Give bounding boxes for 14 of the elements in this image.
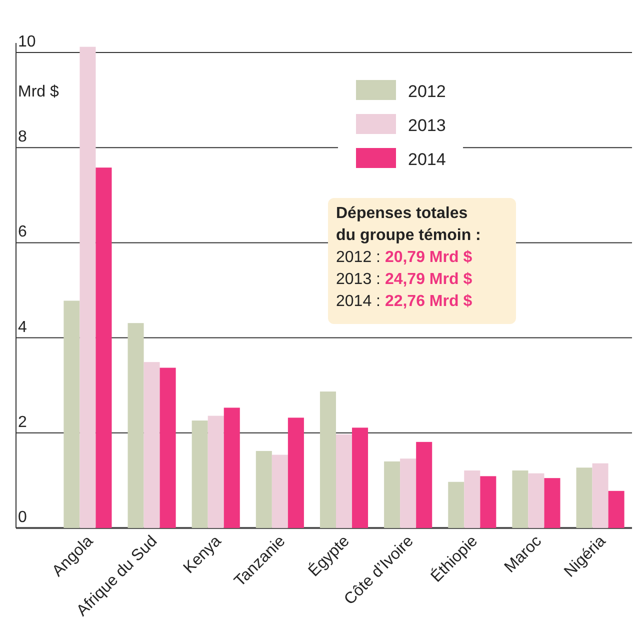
y-tick-label: 6 [18, 224, 27, 241]
y-axis-title: Mrd $ [18, 84, 59, 101]
y-tick-label: 10 [18, 34, 36, 51]
annotation: Dépenses totales du groupe témoin : [336, 205, 481, 244]
y-tick-label: 4 [18, 318, 27, 336]
annotation: 2012 : 20,79 Mrd $ [336, 249, 472, 266]
y-tick-label: 8 [18, 128, 27, 146]
legend-label: 2014 [408, 150, 446, 169]
legend-label: 2012 [408, 82, 446, 101]
legend-label: 2013 [408, 116, 446, 135]
annotation: 2013 : 24,79 Mrd $ [336, 271, 472, 288]
y-tick-label: 0 [18, 509, 27, 526]
y-tick-label: 2 [18, 414, 27, 431]
annotation: 2014 : 22,76 Mrd $ [336, 293, 472, 310]
